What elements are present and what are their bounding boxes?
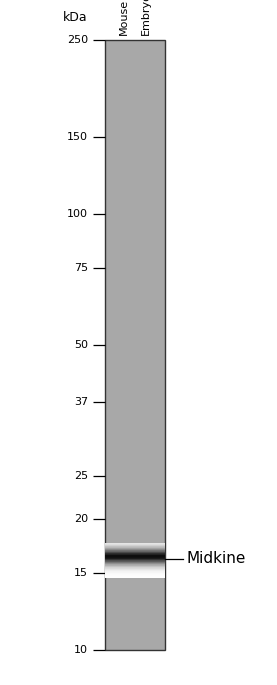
Text: kDa: kDa xyxy=(63,12,88,25)
Text: 250: 250 xyxy=(67,35,88,45)
Text: Midkine: Midkine xyxy=(187,551,246,566)
Text: 150: 150 xyxy=(67,132,88,142)
Bar xyxy=(105,40,165,650)
Text: Embryo: Embryo xyxy=(141,0,151,35)
Text: 10: 10 xyxy=(74,645,88,655)
Text: 15: 15 xyxy=(74,568,88,578)
Text: Mouse: Mouse xyxy=(119,0,129,35)
Text: 25: 25 xyxy=(74,471,88,482)
Text: 20: 20 xyxy=(74,514,88,523)
Text: 100: 100 xyxy=(67,209,88,219)
Text: 75: 75 xyxy=(74,263,88,273)
Text: 50: 50 xyxy=(74,340,88,350)
Text: 37: 37 xyxy=(74,397,88,407)
